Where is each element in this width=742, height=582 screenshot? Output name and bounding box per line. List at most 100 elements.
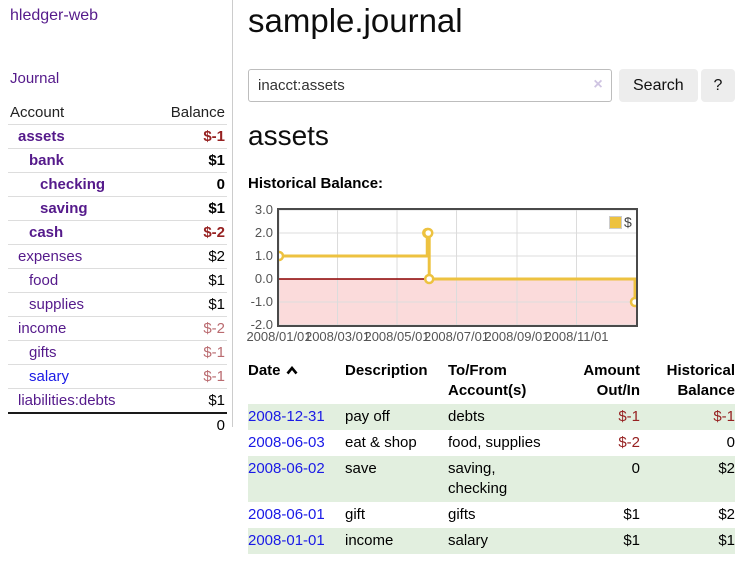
account-link-cash[interactable]: cash <box>29 224 64 241</box>
account-balance: $1 <box>208 272 225 289</box>
register-header-accounts: To/From Account(s) <box>448 362 527 399</box>
account-link-income[interactable]: income <box>18 320 67 337</box>
register-header-row: Date Description To/From Account(s) Amou… <box>248 358 735 404</box>
register-header-balance: Historical Balance <box>666 362 735 399</box>
account-balance: $1 <box>208 200 225 217</box>
account-balance: $-2 <box>203 224 225 241</box>
account-link-saving[interactable]: saving <box>40 200 88 217</box>
account-link-bank[interactable]: bank <box>29 152 65 169</box>
account-row: saving $1 <box>8 196 227 221</box>
account-link-checking[interactable]: checking <box>40 176 106 193</box>
clear-search-icon[interactable]: × <box>593 76 603 93</box>
transaction-accounts: saving, checking <box>448 460 508 497</box>
x-axis-tick-label: 2008/05/01 <box>364 329 430 344</box>
help-button[interactable]: ? <box>701 69 735 102</box>
transaction-date-link[interactable]: 2008-06-03 <box>248 434 325 451</box>
account-balance: $2 <box>208 248 225 265</box>
account-row: bank $1 <box>8 148 227 173</box>
register-row: 2008-01-01 income salary $1 $1 <box>248 528 735 554</box>
transaction-description: pay off <box>345 408 390 425</box>
historical-balance-chart: $ 3.0 2.0 1.0 0.0 -1.0 -2.0 2008/01/01 2008/03/… <box>246 202 643 349</box>
account-balance: $1 <box>208 152 225 169</box>
accounts-total-row: 0 <box>8 413 227 437</box>
account-row: checking 0 <box>8 172 227 197</box>
transaction-date-link[interactable]: 2008-12-31 <box>248 408 325 425</box>
register-row: 2008-06-03 eat & shop food, supplies $-2… <box>248 430 735 456</box>
account-row: cash $-2 <box>8 220 227 245</box>
account-link-supplies[interactable]: supplies <box>29 296 85 313</box>
register-row: 2008-06-02 save saving, checking 0 $2 <box>248 456 735 502</box>
account-balance: $1 <box>208 392 225 409</box>
chart-legend: $ <box>608 213 633 231</box>
transaction-date-link[interactable]: 2008-06-02 <box>248 460 325 477</box>
sidebar-item-journal[interactable]: Journal <box>10 70 60 87</box>
transaction-description: gift <box>345 506 366 523</box>
transaction-date-link[interactable]: 2008-06-01 <box>248 506 325 523</box>
register-header-description: Description <box>345 362 428 379</box>
search-button[interactable]: Search <box>619 69 698 102</box>
accounts-total-value: 0 <box>216 417 225 434</box>
x-axis-tick-label: 2008/01/01 <box>246 329 312 344</box>
transaction-accounts: debts <box>448 408 485 425</box>
account-link-gifts[interactable]: gifts <box>29 344 57 361</box>
account-link-expenses[interactable]: expenses <box>18 248 83 265</box>
transaction-description: eat & shop <box>345 434 417 451</box>
transaction-balance: $2 <box>718 460 735 477</box>
page-title: sample.journal <box>248 2 463 39</box>
transaction-description: save <box>345 460 377 477</box>
accounts-table-header: Account Balance <box>8 101 227 125</box>
y-axis-tick-label: -1.0 <box>250 294 273 309</box>
account-balance: $-2 <box>203 320 225 337</box>
account-row: food $1 <box>8 268 227 293</box>
x-axis-tick-label: 2008/07/01 <box>423 329 490 344</box>
account-row: liabilities:debts $1 <box>8 388 227 414</box>
transaction-description: income <box>345 532 394 549</box>
current-account-heading: assets <box>248 120 329 151</box>
account-row: gifts $-1 <box>8 340 227 365</box>
account-balance: $1 <box>208 296 225 313</box>
transaction-amount: $1 <box>623 506 640 523</box>
transaction-balance: $2 <box>718 506 735 523</box>
chart-title: Historical Balance: <box>248 175 384 192</box>
transaction-accounts: salary <box>448 532 489 549</box>
register-table: Date Description To/From Account(s) Amou… <box>248 358 735 554</box>
register-header-amount: Amount Out/In <box>583 362 640 399</box>
y-axis-tick-label: 1.0 <box>254 248 273 263</box>
account-row: assets $-1 <box>8 124 227 149</box>
transaction-amount: $-1 <box>618 408 640 425</box>
register-row: 2008-12-31 pay off debts $-1 $-1 <box>248 404 735 430</box>
account-link-assets[interactable]: assets <box>18 128 65 145</box>
sort-ascending-icon <box>286 365 298 375</box>
chart-plot-area <box>277 208 638 327</box>
transaction-balance: $-1 <box>713 408 735 425</box>
legend-series-label: $ <box>624 214 632 230</box>
account-balance: $-1 <box>203 128 225 145</box>
transaction-amount: $1 <box>623 532 640 549</box>
account-link-food[interactable]: food <box>29 272 59 289</box>
account-row: supplies $1 <box>8 292 227 317</box>
account-balance: $-1 <box>203 344 225 361</box>
account-row: expenses $2 <box>8 244 227 269</box>
account-link-salary[interactable]: salary <box>29 368 70 385</box>
account-link-liabilities-debts[interactable]: liabilities:debts <box>18 392 116 409</box>
accounts-header-account: Account <box>10 104 65 121</box>
y-axis-tick-label: 2.0 <box>254 225 273 240</box>
x-axis-tick-label: 2008/11/01 <box>544 329 609 344</box>
x-axis-tick-label: 2008/09/01 <box>484 329 550 344</box>
sidebar: hledger-web Journal Account Balance asse… <box>0 0 233 434</box>
transaction-balance: 0 <box>726 434 735 451</box>
y-axis-tick-label: -2.0 <box>250 317 273 332</box>
transaction-accounts: food, supplies <box>448 434 541 451</box>
search-input[interactable] <box>248 69 612 102</box>
accounts-header-balance: Balance <box>170 104 225 121</box>
account-row: salary $-1 <box>8 364 227 389</box>
transaction-balance: $1 <box>718 532 735 549</box>
transaction-date-link[interactable]: 2008-01-01 <box>248 532 325 549</box>
x-axis-tick-label: 2008/03/01 <box>304 329 371 344</box>
legend-swatch-icon <box>609 215 622 229</box>
register-header-date[interactable]: Date <box>248 358 345 404</box>
app-title-link[interactable]: hledger-web <box>10 7 99 24</box>
transaction-amount: $-2 <box>618 434 640 451</box>
register-row: 2008-06-01 gift gifts $1 $2 <box>248 502 735 528</box>
register-header-date-label: Date <box>248 362 281 379</box>
